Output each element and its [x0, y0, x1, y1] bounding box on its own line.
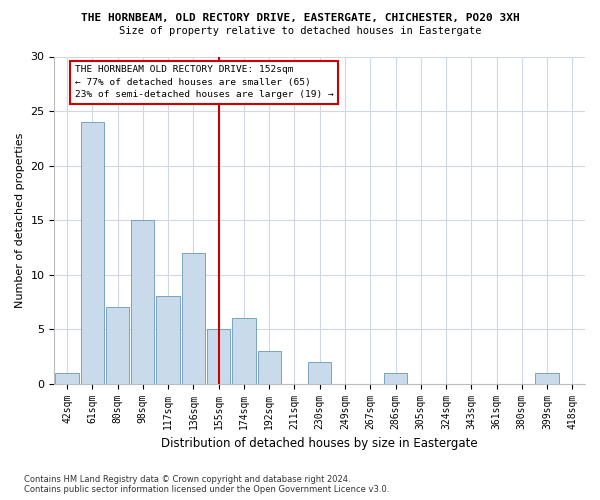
Text: Contains HM Land Registry data © Crown copyright and database right 2024.
Contai: Contains HM Land Registry data © Crown c… [24, 474, 389, 494]
Bar [232, 318, 256, 384]
Text: THE HORNBEAM, OLD RECTORY DRIVE, EASTERGATE, CHICHESTER, PO20 3XH: THE HORNBEAM, OLD RECTORY DRIVE, EASTERG… [80, 12, 520, 22]
Bar [182, 253, 205, 384]
Bar [131, 220, 154, 384]
Bar [535, 373, 559, 384]
Bar [80, 122, 104, 384]
Bar [55, 373, 79, 384]
Y-axis label: Number of detached properties: Number of detached properties [15, 132, 25, 308]
Text: Size of property relative to detached houses in Eastergate: Size of property relative to detached ho… [119, 26, 481, 36]
Text: THE HORNBEAM OLD RECTORY DRIVE: 152sqm
← 77% of detached houses are smaller (65): THE HORNBEAM OLD RECTORY DRIVE: 152sqm ←… [74, 65, 334, 99]
Bar [157, 296, 180, 384]
X-axis label: Distribution of detached houses by size in Eastergate: Distribution of detached houses by size … [161, 437, 478, 450]
Bar [384, 373, 407, 384]
Bar [207, 329, 230, 384]
Bar [308, 362, 331, 384]
Bar [106, 308, 129, 384]
Bar [257, 351, 281, 384]
